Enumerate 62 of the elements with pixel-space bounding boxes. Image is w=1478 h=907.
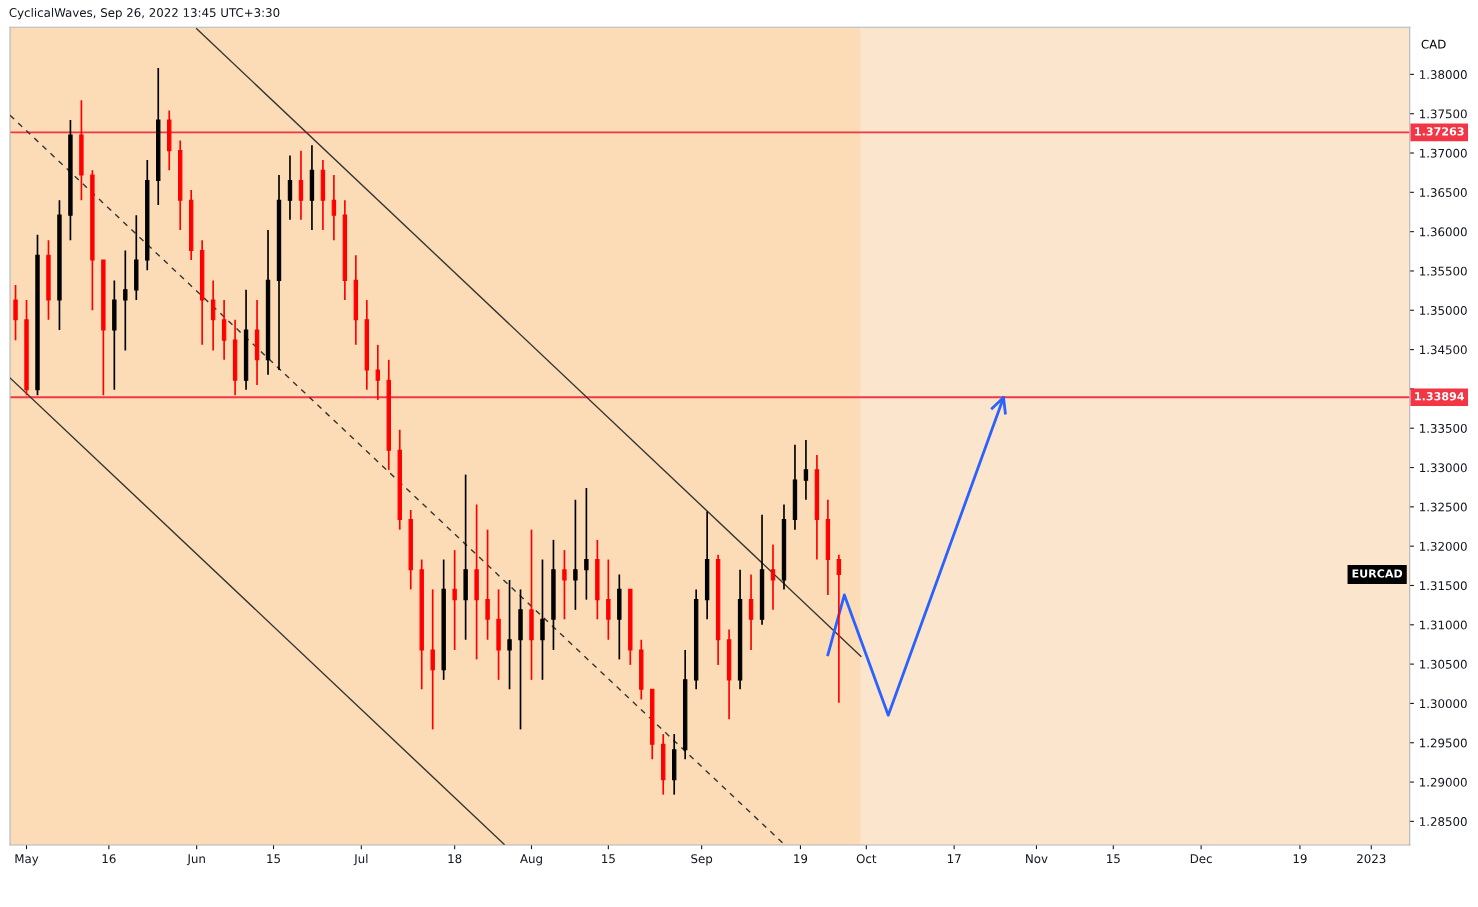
chart-title: CyclicalWaves, Sep 26, 2022 13:45 UTC+3:30 xyxy=(9,7,280,20)
candlestick xyxy=(562,549,567,621)
candlestick xyxy=(584,487,589,601)
x-tick-label: 15 xyxy=(267,854,280,864)
y-tick-label: 1.30500 xyxy=(1420,659,1467,669)
x-tick-label: 2023 xyxy=(1357,854,1386,864)
candlestick xyxy=(331,174,337,242)
candlestick xyxy=(452,549,457,651)
x-tick-label: 19 xyxy=(794,854,808,864)
y-tick-label: 1.28500 xyxy=(1420,817,1467,827)
y-tick-label: 1.35500 xyxy=(1420,266,1467,276)
x-tick-label: 15 xyxy=(602,854,615,864)
x-tick-label: Aug xyxy=(520,854,542,866)
candlestick xyxy=(836,553,842,704)
y-tick-label: 1.36500 xyxy=(1420,188,1467,197)
y-tick-label: 1.32500 xyxy=(1420,502,1467,512)
y-tick-label: 1.36000 xyxy=(1420,227,1467,237)
x-tick-label: May xyxy=(15,854,39,866)
x-tick-label: Jul xyxy=(353,853,368,866)
x-tick-label: 17 xyxy=(947,854,961,863)
candlestick xyxy=(210,279,216,352)
y-tick-label: 1.38000 xyxy=(1420,70,1467,80)
y-tick-label: 1.29000 xyxy=(1420,777,1467,787)
y-tick-label: 1.34500 xyxy=(1420,345,1467,355)
candlestick xyxy=(485,528,490,641)
x-tick-label: Nov xyxy=(1026,854,1048,864)
candlestick xyxy=(540,558,545,681)
candlestick xyxy=(748,573,754,651)
candlestick xyxy=(770,543,776,611)
text: EURCAD xyxy=(1352,569,1403,578)
y-tick-label: 1.29500 xyxy=(1420,738,1467,748)
y-tick-label: 1.33500 xyxy=(1420,423,1467,433)
candlestick xyxy=(298,149,304,221)
y-tick-label: 1.35000 xyxy=(1420,306,1467,315)
x-tick-label: 15 xyxy=(1107,854,1120,864)
y-tick-label: 1.37500 xyxy=(1420,109,1467,119)
y-tick-label: 1.33000 xyxy=(1420,463,1467,473)
x-tick-label: Sep xyxy=(691,854,713,866)
x-tick-label: 16 xyxy=(102,854,116,864)
candlestick xyxy=(430,588,435,731)
y-tick-label: 1.30000 xyxy=(1420,699,1467,709)
ref-line-label: 1.33894 xyxy=(1415,392,1465,401)
x-tick-label: Oct xyxy=(856,854,877,864)
x-tick-label: 19 xyxy=(1293,854,1307,864)
candlestick xyxy=(287,154,293,221)
y-axis-title: CAD xyxy=(1421,39,1446,49)
candlestick xyxy=(573,498,578,611)
x-tick-label: 18 xyxy=(448,854,462,864)
candlestick xyxy=(375,344,381,401)
y-tick-label: 1.37000 xyxy=(1420,148,1467,158)
ref-line-label: 1.37263 xyxy=(1415,127,1464,136)
y-tick-label: 1.31500 xyxy=(1420,581,1467,591)
x-tick-label: Jun xyxy=(186,854,205,866)
y-tick-label: 1.32000 xyxy=(1420,541,1467,551)
candlestick xyxy=(606,558,611,641)
candlestick xyxy=(221,299,227,361)
candlestick xyxy=(123,249,128,352)
y-tick-label: 1.31000 xyxy=(1420,620,1467,630)
candlestick xyxy=(13,284,18,341)
candlestick xyxy=(803,439,809,501)
x-tick-label: Dec xyxy=(1190,854,1212,864)
candlestick xyxy=(507,579,512,691)
